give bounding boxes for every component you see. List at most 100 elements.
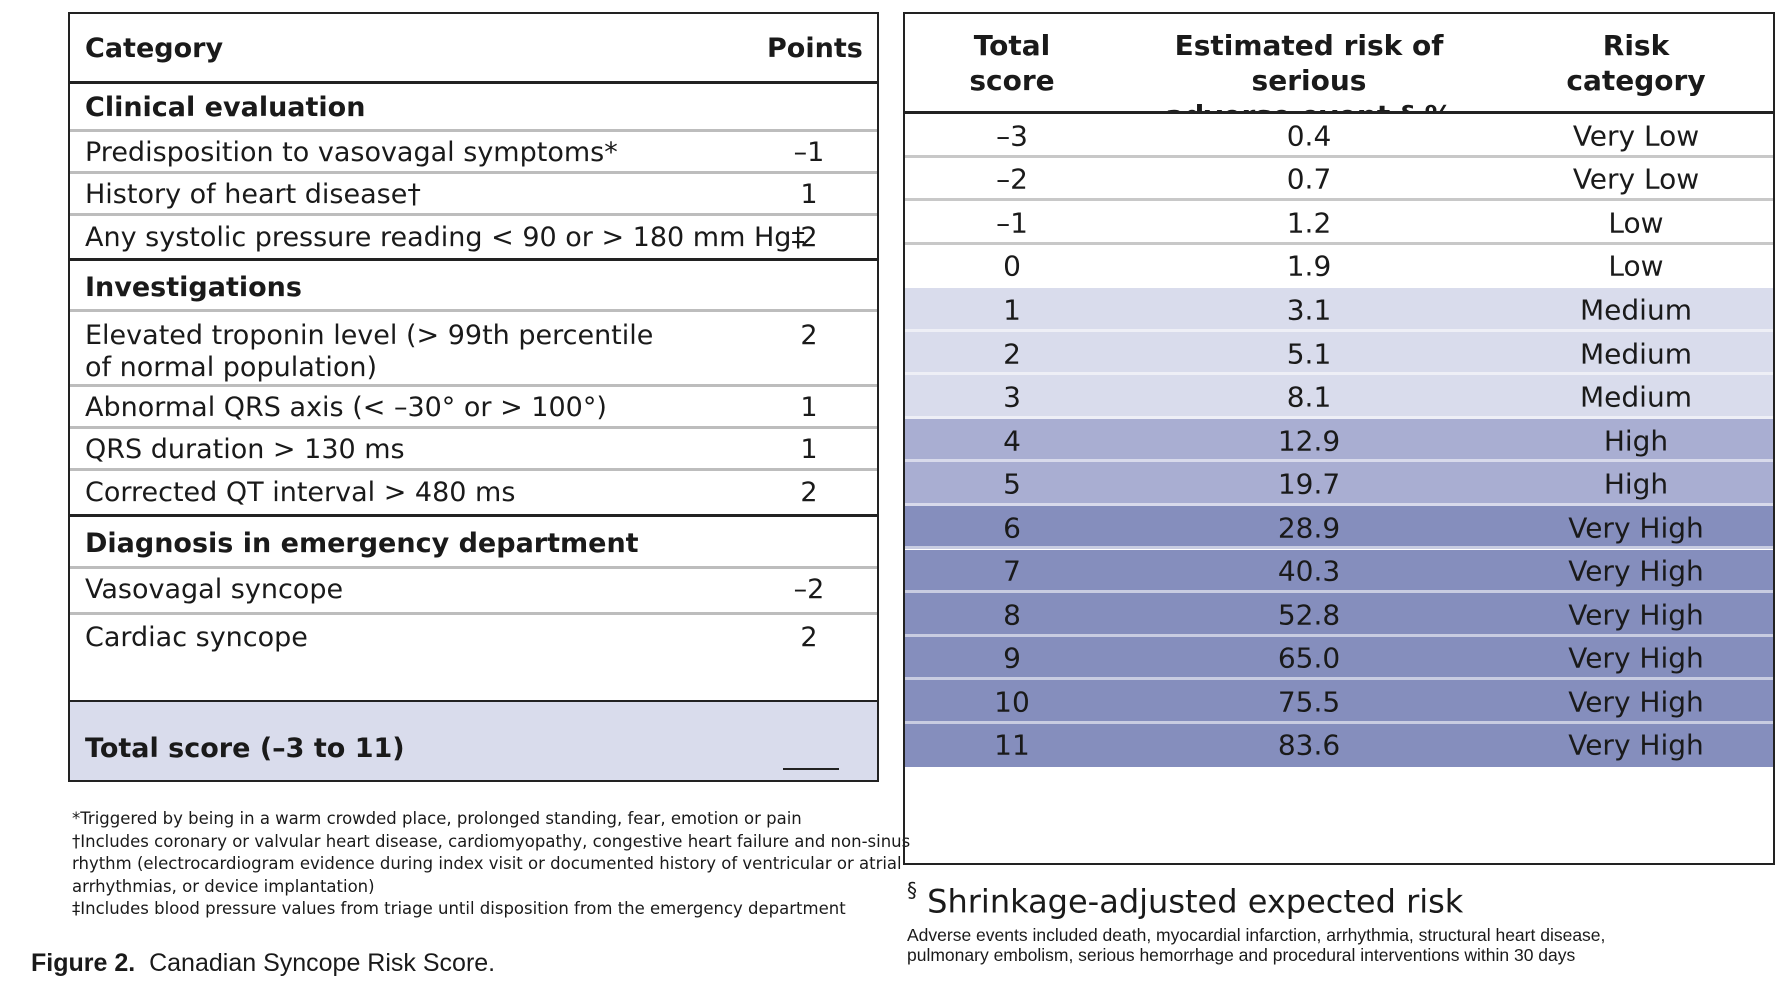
risk-category-header: Risk category — [1499, 28, 1773, 98]
category-cell: Medium — [1580, 380, 1692, 414]
section-title: Investigations — [70, 262, 877, 312]
header-line: Total — [973, 29, 1051, 62]
table-row: QRS duration > 130 ms 1 — [70, 429, 877, 469]
total-score-label: Total score (–3 to 11) — [85, 733, 405, 764]
table-row: Any systolic pressure reading < 90 or > … — [70, 216, 877, 258]
row-label: Cardiac syncope — [85, 621, 308, 653]
risk-cell: 65.0 — [1277, 641, 1341, 675]
shrinkage-text: Shrinkage-adjusted expected risk — [927, 882, 1464, 921]
footnote: ‡Includes blood pressure values from tri… — [72, 899, 846, 919]
risk-cell: 0.7 — [1286, 162, 1332, 196]
row-points: 2 — [800, 621, 818, 653]
risk-row: 8 52.8 Very High — [905, 593, 1773, 637]
risk-cell: 12.9 — [1277, 424, 1341, 458]
table-row: Predisposition to vasovagal symptoms* –1 — [70, 132, 877, 172]
risk-cell: 0.4 — [1286, 119, 1332, 153]
category-cell: Medium — [1580, 293, 1692, 327]
total-score-row: Total score (–3 to 11) — [70, 702, 877, 780]
risk-row: 3 8.1 Medium — [905, 375, 1773, 419]
score-cell: 8 — [1003, 598, 1021, 632]
risk-row: 6 28.9 Very High — [905, 505, 1773, 550]
divider — [905, 415, 1773, 419]
row-label: Predisposition to vasovagal symptoms* — [85, 136, 618, 168]
section-title: Clinical evaluation — [70, 84, 877, 130]
risk-row: –1 1.2 Low — [905, 201, 1773, 245]
divider — [905, 546, 1773, 550]
category-cell: Very Low — [1572, 119, 1700, 153]
score-cell: 9 — [1003, 641, 1021, 675]
category-cell: Very High — [1568, 511, 1704, 545]
risk-row: 0 1.9 Low — [905, 244, 1773, 289]
note-line: pulmonary embolism, serious hemorrhage a… — [907, 945, 1576, 965]
row-label: Any systolic pressure reading < 90 or > … — [85, 221, 805, 253]
risk-cell: 5.1 — [1286, 337, 1332, 371]
divider — [70, 171, 877, 174]
adverse-events-note: Adverse events included death, myocardia… — [907, 925, 1767, 965]
category-cell: High — [1603, 467, 1669, 501]
table-row: History of heart disease† 1 — [70, 174, 877, 214]
risk-cell: 3.1 — [1286, 293, 1332, 327]
row-points: 2 — [800, 476, 818, 508]
divider — [905, 198, 1773, 202]
row-points: –1 — [793, 136, 825, 168]
divider — [905, 502, 1773, 506]
header-line: score — [969, 64, 1055, 97]
row-label-line: Elevated troponin level (> 99th percenti… — [85, 320, 654, 351]
category-cell: Very Low — [1572, 162, 1700, 196]
divider — [70, 309, 877, 312]
category-cell: Very High — [1568, 598, 1704, 632]
table-row: Elevated troponin level (> 99th percenti… — [70, 312, 877, 384]
table-row: Corrected QT interval > 480 ms 2 — [70, 471, 877, 513]
risk-cell: 75.5 — [1277, 685, 1341, 719]
score-cell: –3 — [996, 119, 1028, 153]
table-row: Vasovagal syncope –2 — [70, 569, 877, 609]
divider — [70, 426, 877, 429]
divider — [905, 720, 1773, 724]
score-cell: 0 — [1003, 249, 1021, 283]
risk-row: 1 3.1 Medium — [905, 288, 1773, 332]
row-label: Abnormal QRS axis (< –30° or > 100°) — [85, 391, 607, 423]
risk-row: 7 40.3 Very High — [905, 549, 1773, 594]
divider — [905, 328, 1773, 332]
figure-title: Canadian Syncope Risk Score. — [149, 949, 496, 977]
category-cell: Very High — [1568, 728, 1704, 762]
note-line: Adverse events included death, myocardia… — [907, 925, 1606, 945]
risk-cell: 1.9 — [1286, 249, 1332, 283]
section-label: Investigations — [85, 271, 302, 303]
divider — [905, 590, 1773, 594]
section-title: Diagnosis in emergency department — [70, 518, 877, 568]
risk-cell: 28.9 — [1277, 511, 1341, 545]
risk-table: Total score Estimated risk of serious ad… — [903, 12, 1775, 865]
row-points: 1 — [800, 391, 818, 423]
score-cell: –2 — [996, 162, 1028, 196]
divider — [70, 258, 877, 261]
footnotes: *Triggered by being in a warm crowded pl… — [72, 808, 911, 921]
row-points: 2 — [800, 320, 818, 351]
footnote: †Includes coronary or valvular heart dis… — [72, 831, 911, 851]
divider — [70, 566, 877, 569]
risk-row: –2 0.7 Very Low — [905, 157, 1773, 202]
risk-row: 11 83.6 Very High — [905, 723, 1773, 768]
table-row: Cardiac syncope 2 — [70, 615, 877, 659]
footnote: *Triggered by being in a warm crowded pl… — [72, 809, 802, 828]
header-line: Estimated risk of serious — [1174, 29, 1444, 97]
score-cell: 6 — [1003, 511, 1021, 545]
table-header-row: Category Points — [70, 14, 877, 82]
divider — [70, 129, 877, 132]
divider — [70, 612, 877, 615]
risk-row: 10 75.5 Very High — [905, 680, 1773, 724]
footnote: rhythm (electrocardiogram evidence durin… — [72, 854, 902, 874]
score-cell: 7 — [1003, 554, 1021, 588]
category-cell: Medium — [1580, 337, 1692, 371]
score-cell: 3 — [1003, 380, 1021, 414]
header-line: category — [1566, 64, 1706, 97]
risk-cell: 1.2 — [1286, 206, 1332, 240]
risk-row: 9 65.0 Very High — [905, 636, 1773, 681]
points-header: Points — [767, 32, 863, 64]
divider — [70, 700, 877, 703]
row-label-line: of normal population) — [85, 352, 378, 383]
row-points: –2 — [793, 573, 825, 605]
scoring-table: Category Points Clinical evaluation Pred… — [68, 12, 879, 782]
risk-cell: 83.6 — [1277, 728, 1341, 762]
score-cell: 5 — [1003, 467, 1021, 501]
